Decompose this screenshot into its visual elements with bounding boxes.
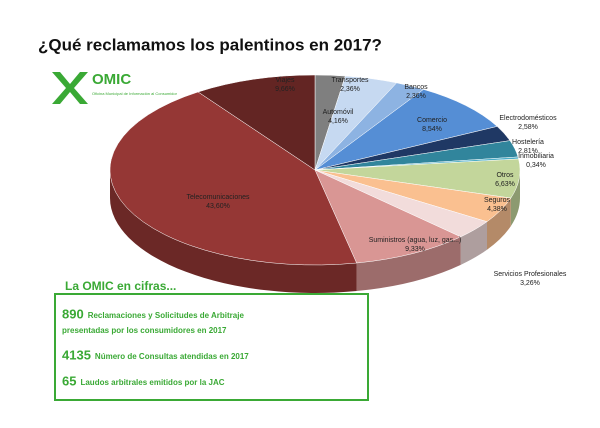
slice-value: 2,81% [518, 148, 538, 155]
stat-text: Reclamaciones y Solicitudes de Arbitraje [88, 311, 245, 320]
slice-value: 3,26% [520, 280, 540, 287]
slice-side [510, 170, 520, 227]
slice-label: Transportes [331, 77, 369, 84]
slice-value: 4,38% [487, 206, 507, 213]
stat-number: 4135 [62, 347, 91, 362]
stat-text: Número de Consultas atendidas en 2017 [95, 352, 249, 361]
logo-subtitle: Oficina Municipal de Información al Cons… [92, 91, 178, 96]
slice-value: 8,54% [422, 126, 442, 133]
slice-value: 6,63% [495, 181, 515, 188]
stat-text: presentadas por los consumidores en 2017 [62, 326, 227, 335]
slice [314, 169, 462, 264]
slice-label: Telecomunicaciones [186, 194, 250, 201]
stat-text: Laudos arbitrales emitidos por la JAC [80, 378, 224, 387]
slice-side [486, 198, 511, 250]
slice-label: Comercio [417, 117, 447, 124]
slice-label: Seguros [484, 197, 511, 204]
info-title: La OMIC en cifras... [65, 279, 176, 293]
slice-value: 9,66% [275, 86, 295, 93]
pie: Transportes 2,36% Automóvil 4,16% Bancos 2,36… [109, 74, 567, 293]
logo-name: OMIC [92, 71, 131, 88]
slice [109, 91, 358, 266]
slice-label: Viajes [276, 77, 295, 84]
slice [197, 74, 316, 171]
slice-label: Bancos [404, 84, 428, 91]
slice-side [356, 236, 461, 292]
slice-value: 0,34% [526, 162, 546, 169]
slice-label: Electrodomésticos [499, 115, 557, 122]
slice-label: Hostelería [512, 139, 544, 146]
slice-value: 9,33% [405, 246, 425, 253]
slice-label: Inmobiliaria [518, 153, 554, 160]
slice-value: 4,16% [328, 118, 348, 125]
slice [314, 89, 498, 171]
slice-label: Otros [496, 172, 514, 179]
slice-value: 43,60% [206, 203, 230, 210]
info-box [54, 293, 369, 401]
slice-label: Suministros (agua, luz, gas...) [369, 237, 462, 244]
slice-label: Automóvil [323, 109, 354, 116]
slice-side [460, 221, 487, 265]
slice-side [110, 170, 357, 293]
slice-label: Servicios Profesionales [494, 271, 567, 278]
logo: OMIC Oficina Municipal de Información al… [52, 71, 178, 104]
stat-number: 890 [62, 306, 84, 321]
slice-value: 2,58% [518, 124, 538, 131]
slice-value: 2,36% [340, 86, 360, 93]
stat-number: 65 [62, 373, 76, 388]
slice-value: 2,36% [406, 93, 426, 100]
chart-title: ¿Qué reclamamos los palentinos en 2017? [38, 35, 382, 54]
info-items: 890 Reclamaciones y Solicitudes de Arbitr… [62, 306, 249, 388]
logo-mark [52, 72, 88, 104]
